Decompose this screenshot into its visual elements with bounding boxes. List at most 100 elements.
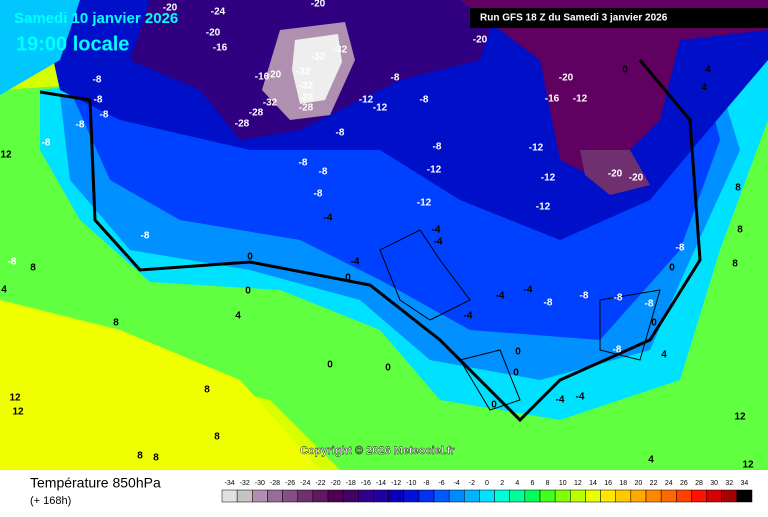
- contour-label: 8: [737, 225, 743, 236]
- date: Samedi 10 janvier 2026: [14, 10, 178, 27]
- legend-swatch: [691, 489, 707, 503]
- contour-label: -32: [296, 67, 311, 78]
- legend-label: -30: [255, 480, 265, 487]
- contour-label: -12: [529, 143, 544, 154]
- contour-label: 0: [345, 273, 351, 284]
- legend-swatch: [660, 489, 677, 503]
- contour-label: -8: [614, 293, 623, 304]
- contour-label: 12: [0, 150, 12, 161]
- contour-label: 8: [137, 451, 143, 462]
- legend-label: 26: [680, 480, 688, 487]
- contour-label: -20: [206, 28, 221, 39]
- legend-swatch: [721, 489, 738, 503]
- contour-label: -12: [359, 95, 374, 106]
- contour-label: 0: [651, 318, 657, 329]
- legend-label: -12: [391, 480, 401, 487]
- legend-swatch: [554, 489, 571, 503]
- contour-label: -12: [541, 173, 556, 184]
- contour-label: -8: [8, 257, 17, 268]
- legend-label: -22: [315, 480, 325, 487]
- contour-labels: -20 -24-20-16-20-32-32-32-32-28-28-20-16-…: [0, 0, 754, 471]
- legend-swatch: [676, 489, 692, 503]
- legend-label: -32: [240, 480, 250, 487]
- contour-label: 0: [515, 347, 521, 358]
- contour-label: -8: [141, 231, 150, 242]
- contour-label: -8: [42, 138, 51, 149]
- contour-label: -8: [544, 298, 553, 309]
- legend-swatch: [403, 489, 420, 503]
- legend-swatch: [448, 489, 465, 503]
- legend-swatch: [736, 489, 753, 503]
- legend-label: 4: [515, 480, 519, 487]
- contour-label: -4: [434, 237, 443, 248]
- contour-label: -20: [629, 173, 644, 184]
- contour-label: -20: [163, 3, 178, 14]
- legend-label: 18: [619, 480, 627, 487]
- contour-label: -4: [432, 225, 441, 236]
- legend-swatch: [570, 489, 586, 503]
- contour-label: -28: [299, 103, 314, 114]
- legend-label: 2: [500, 480, 504, 487]
- contour-label: -12: [536, 202, 551, 213]
- run-box: [470, 8, 768, 28]
- legend-swatch: [706, 489, 722, 503]
- contour-label: 4: [1, 285, 7, 296]
- contour-label: -8: [336, 128, 345, 139]
- legend-swatch: [479, 489, 495, 503]
- legend-swatch: [252, 489, 268, 503]
- legend: -34 -32 -30 -28 -26 -24 -22 -20 -18 -16 -14 -12 -10-…: [221, 480, 753, 503]
- legend-label: 0: [485, 480, 489, 487]
- legend-swatch: [358, 489, 374, 503]
- footer-title: Température 850hPa: [30, 475, 161, 491]
- contour-label: -4: [556, 395, 565, 406]
- contour-label: -8: [76, 120, 85, 131]
- contour-label: 4: [701, 83, 707, 94]
- legend-swatch: [236, 489, 253, 503]
- legend-label: -10: [406, 480, 416, 487]
- contour-label: -20: [473, 35, 488, 46]
- legend-label: -6: [438, 480, 444, 487]
- legend-label: -16: [361, 480, 371, 487]
- legend-swatch: [494, 489, 510, 503]
- contour-label: -4: [524, 285, 533, 296]
- contour-label: -4: [324, 213, 333, 224]
- legend-label: 20: [635, 480, 643, 487]
- contour-label: -24: [211, 7, 226, 18]
- legend-swatch: [327, 489, 344, 503]
- contour-label: -28: [249, 108, 264, 119]
- contour-label: 0: [622, 65, 628, 76]
- legend-label: 6: [530, 480, 534, 487]
- contour-label: 0: [245, 286, 251, 297]
- legend-swatch: [282, 489, 298, 503]
- contour-label: 12: [742, 460, 754, 471]
- legend-label: -18: [346, 480, 356, 487]
- contour-label: -8: [433, 142, 442, 153]
- contour-label: 4: [235, 311, 241, 322]
- legend-label: -24: [300, 480, 310, 487]
- contour-label: -8: [314, 189, 323, 200]
- contour-label: -32: [299, 81, 314, 92]
- contour-label: -4: [576, 392, 585, 403]
- coastline: [379, 229, 661, 411]
- contour-label: 0: [385, 363, 391, 374]
- zone-purple: [460, 0, 768, 180]
- contour-label: -8: [420, 95, 429, 106]
- contour-label: -8: [391, 73, 400, 84]
- run: Run GFS 18 Z du Samedi 3 janvier 2026: [480, 13, 668, 24]
- contour-label: 12: [734, 412, 746, 423]
- legend-swatch: [342, 489, 359, 503]
- contour-label: -20: [559, 73, 574, 84]
- legend-label: -28: [270, 480, 280, 487]
- contour-label: 12: [9, 393, 21, 404]
- legend-swatch: [615, 489, 632, 503]
- contour-label: -16: [213, 43, 228, 54]
- contour-label: -8: [676, 243, 685, 254]
- contour-label: -32: [311, 52, 326, 63]
- legend-label: 30: [710, 480, 718, 487]
- time: 19:00 locale: [16, 33, 129, 55]
- contour-label: 8: [113, 318, 119, 329]
- contour-label: -4: [496, 291, 505, 302]
- contour-label: -16: [545, 94, 560, 105]
- legend-swatch: [373, 489, 389, 503]
- contour-label: -8: [93, 75, 102, 86]
